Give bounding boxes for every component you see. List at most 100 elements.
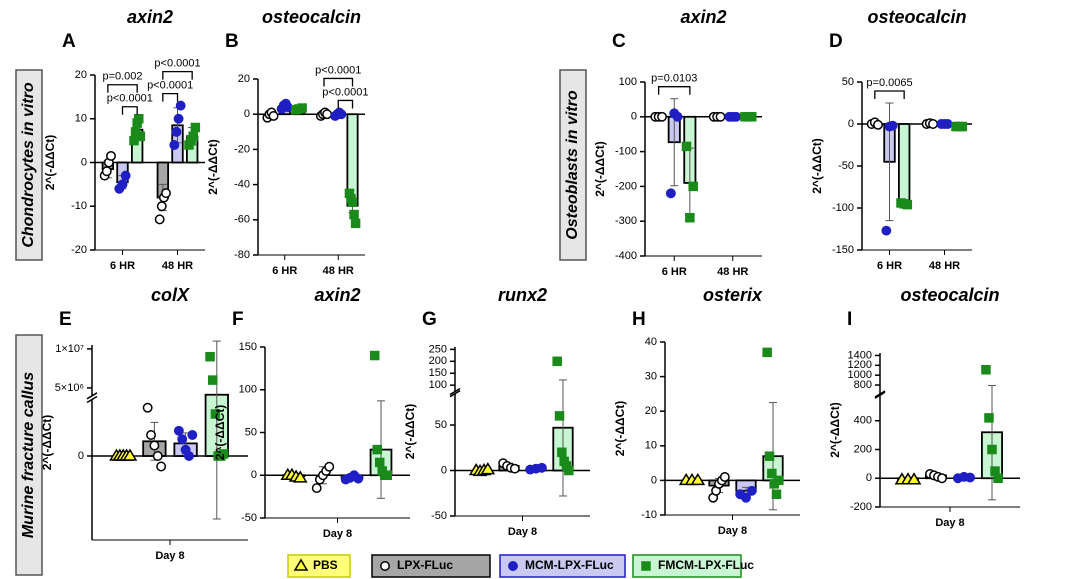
y-tick-label: -50 (431, 510, 447, 522)
panel-letter: C (612, 31, 626, 52)
y-tick-label: -50 (241, 512, 257, 524)
y-tick-label: 100 (239, 384, 257, 396)
y-tick-label: 100 (429, 379, 447, 391)
point (353, 473, 364, 484)
point (887, 120, 898, 131)
panel-title: runx2 (498, 285, 547, 305)
y-tick-label: -50 (838, 160, 854, 172)
y-tick-label: -20 (234, 143, 250, 155)
significance-bracket (874, 90, 905, 99)
point (120, 170, 131, 181)
y-tick-label: 800 (854, 379, 872, 391)
x-tick-label: Day 8 (155, 550, 184, 562)
y-tick-label: -80 (234, 249, 250, 261)
p-value: p<0.0001 (147, 80, 193, 92)
y-axis-label: 2^(-ΔΔCt) (810, 138, 824, 194)
point (292, 470, 308, 483)
point (101, 166, 112, 177)
y-tick-label: 0 (651, 474, 657, 486)
y-tick-label: 40 (645, 336, 657, 348)
y-tick-label: -200 (850, 501, 872, 513)
y-tick-label: 0 (251, 469, 257, 481)
axis-break (874, 390, 886, 398)
significance-bracket (162, 70, 193, 80)
point (369, 350, 380, 361)
y-tick-label: -300 (615, 215, 637, 227)
panel-letter: H (632, 309, 646, 330)
row-label: Chondrocytes in vitro (20, 82, 37, 248)
legend-label: LPX-FLuc (397, 558, 453, 572)
point (881, 225, 892, 236)
row-label: Osteoblasts in vitro (564, 90, 581, 240)
y-tick-label: 10 (75, 113, 87, 125)
point (554, 411, 565, 421)
point (188, 131, 198, 141)
point (173, 113, 184, 124)
point (311, 483, 322, 494)
panel-letter: E (59, 309, 72, 330)
bar (897, 123, 911, 205)
significance-bracket (121, 106, 138, 115)
point (942, 119, 953, 129)
x-tick-label: 48 HR (929, 260, 960, 272)
y-tick-label: -10 (71, 200, 87, 212)
significance-bracket (323, 77, 354, 87)
y-tick-label: 1000 (848, 369, 872, 381)
significance-bracket (658, 86, 691, 95)
point (347, 197, 358, 207)
point (134, 114, 144, 124)
point (965, 472, 975, 483)
panel-title: axin2 (127, 7, 173, 27)
point (480, 462, 496, 475)
panel-title: osterix (703, 285, 763, 305)
y-axis-label: 2^(-ΔΔCt) (828, 402, 842, 458)
point (161, 188, 171, 199)
legend-marker (293, 558, 309, 571)
error-bar (988, 385, 996, 501)
legend-box (632, 554, 742, 578)
panel-letter: I (847, 309, 852, 330)
point (336, 109, 347, 120)
point (146, 430, 156, 440)
x-tick-label: 6 HR (877, 260, 902, 272)
row-label-box (559, 69, 587, 261)
point (509, 463, 520, 474)
point (746, 112, 757, 122)
y-tick-label: -40 (234, 179, 250, 191)
legend-box (371, 554, 491, 578)
legend-marker (641, 561, 651, 571)
legend-label: MCM-LPX-FLuc (525, 558, 614, 572)
point (741, 492, 751, 503)
point (297, 103, 307, 113)
y-tick-label: 150 (239, 341, 257, 353)
point (746, 485, 757, 496)
point (171, 126, 182, 137)
y-tick-label: -150 (832, 244, 854, 256)
panel-title: axin2 (680, 7, 726, 27)
point (715, 111, 726, 122)
y-tick-label: 1400 (848, 349, 872, 361)
y-tick-label: 400 (854, 415, 872, 427)
point (984, 413, 994, 423)
significance-bracket (107, 84, 138, 93)
y-axis-label: 2^(-ΔΔCt) (593, 141, 607, 197)
point (175, 100, 186, 111)
point (149, 440, 160, 451)
point (552, 356, 562, 367)
panel-letter: B (225, 31, 239, 52)
legend-box (499, 554, 626, 578)
p-value: p<0.0001 (107, 93, 153, 105)
y-tick-label: -200 (615, 180, 637, 192)
point (536, 462, 547, 473)
point (190, 122, 201, 133)
point (372, 444, 382, 455)
p-value: p<0.0001 (322, 86, 368, 98)
point (957, 121, 968, 132)
x-tick-label: Day 8 (718, 525, 747, 537)
y-tick-label: 10 (645, 440, 657, 452)
x-tick-label: Day 8 (935, 517, 964, 529)
y-tick-label: -10 (641, 509, 657, 521)
panel-letter: G (422, 309, 437, 330)
axis-break (86, 392, 98, 400)
